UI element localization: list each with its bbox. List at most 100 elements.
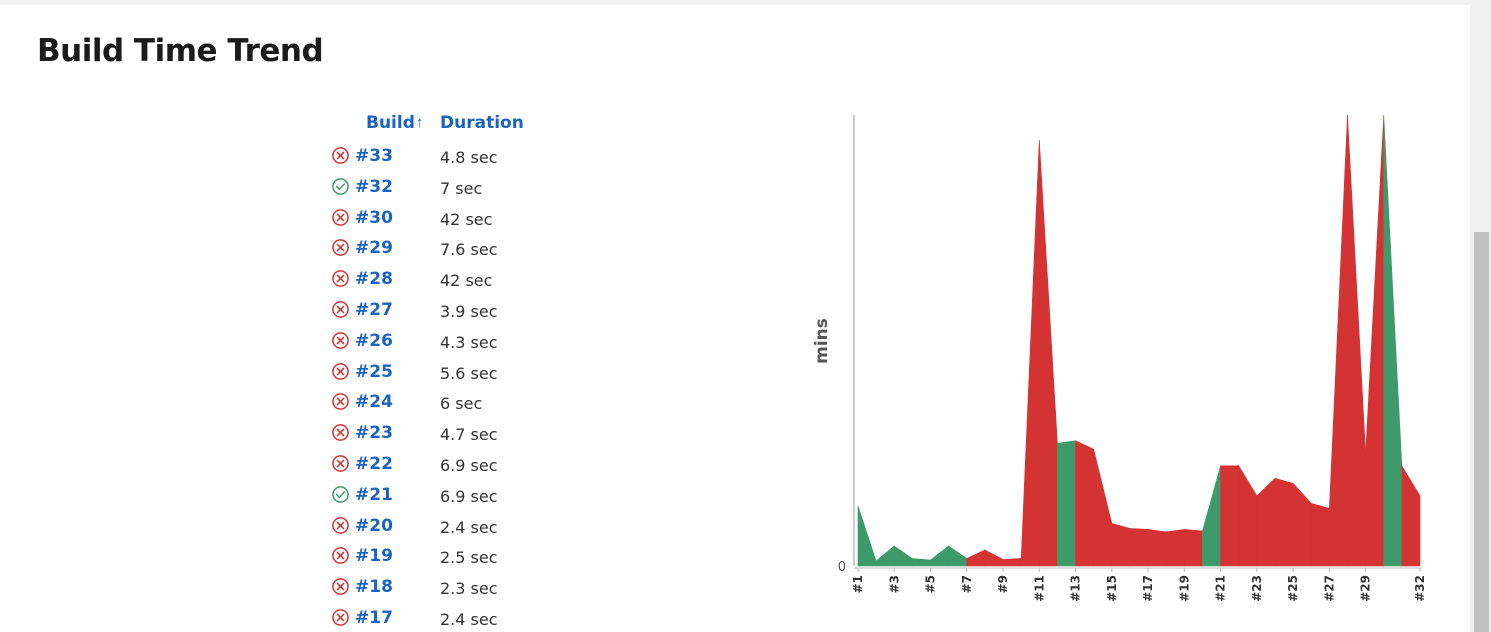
x-tick-label: #25 xyxy=(1286,575,1300,602)
table-row: #24 6 sec xyxy=(330,386,630,417)
build-link[interactable]: #19 xyxy=(355,546,393,567)
area-segment-build-26 xyxy=(1292,482,1312,567)
build-duration: 4.3 sec xyxy=(440,332,498,352)
table-row: #33 4.8 sec xyxy=(330,140,630,171)
area-segment-build-18 xyxy=(1147,529,1167,567)
table-row: #28 42 sec xyxy=(330,263,630,294)
x-circle-icon xyxy=(332,393,349,411)
area-segment-build-22 xyxy=(1220,465,1240,567)
build-duration: 42 sec xyxy=(440,209,493,229)
table-row: #32 7 sec xyxy=(330,171,630,202)
area-segment-build-31 xyxy=(1383,114,1403,567)
table-row: #29 7.6 sec xyxy=(330,232,630,263)
duration-column-header[interactable]: Duration xyxy=(440,113,524,133)
table-row: #30 42 sec xyxy=(330,202,630,233)
table-row: #27 3.9 sec xyxy=(330,294,630,325)
area-segment-build-13 xyxy=(1057,440,1076,567)
build-duration: 7.6 sec xyxy=(440,240,498,260)
x-circle-icon xyxy=(332,609,349,626)
build-duration: 2.4 sec xyxy=(440,609,498,629)
build-duration: 42 sec xyxy=(440,271,493,291)
build-duration: 6 sec xyxy=(440,394,483,414)
area-segment-build-25 xyxy=(1274,477,1294,567)
area-segment-build-11 xyxy=(1020,140,1040,567)
build-link[interactable]: #20 xyxy=(355,515,393,536)
trend-chart-svg: 0 mins #1 #3 #5 #7 #9 #11 #13 #15 #17 #19 #21 #23 #25 #… xyxy=(812,114,1427,602)
x-circle-icon xyxy=(332,239,349,257)
scrollbar-thumb[interactable] xyxy=(1474,232,1489,632)
build-duration: 4.7 sec xyxy=(440,425,498,445)
table-row: #22 6.9 sec xyxy=(330,448,630,479)
table-row: #18 2.3 sec xyxy=(330,571,630,602)
x-tick-label: #19 xyxy=(1177,575,1191,602)
x-circle-icon xyxy=(332,208,349,226)
x-circle-icon xyxy=(332,547,349,565)
area-segment-build-14 xyxy=(1075,440,1094,567)
build-link[interactable]: #23 xyxy=(355,423,393,444)
build-duration: 4.8 sec xyxy=(440,148,498,167)
table-body: #33 4.8 sec #32 7 sec #30 42 sec #29 7.6 sec #28… xyxy=(330,140,630,632)
build-column-header[interactable]: Build xyxy=(366,113,415,133)
build-link[interactable]: #30 xyxy=(355,207,393,228)
area-segment-build-10 xyxy=(1002,558,1022,567)
area-segment-build-29 xyxy=(1347,114,1366,567)
build-duration: 7 sec xyxy=(440,178,483,198)
table-row: #21 6.9 sec xyxy=(330,479,630,510)
build-link[interactable]: #33 xyxy=(355,146,393,166)
x-circle-icon xyxy=(332,455,349,472)
table-row: #20 2.4 sec xyxy=(330,510,630,541)
x-tick-label: #15 xyxy=(1105,575,1119,602)
check-circle-icon xyxy=(332,485,349,503)
table-header: Build ↑ Duration xyxy=(330,109,630,140)
build-duration: 5.6 sec xyxy=(440,363,498,383)
build-duration: 6.9 sec xyxy=(440,455,498,475)
build-link[interactable]: #25 xyxy=(355,361,393,382)
area-segment-build-30 xyxy=(1365,114,1385,567)
area-segment-build-7 xyxy=(948,545,968,567)
area-segment-build-21 xyxy=(1202,465,1221,567)
sort-ascending-icon[interactable]: ↑ xyxy=(416,114,424,131)
table-row: #19 2.5 sec xyxy=(330,540,630,571)
area-segment-build-2 xyxy=(857,505,877,567)
x-circle-icon xyxy=(332,147,349,164)
area-segment-build-12 xyxy=(1038,140,1058,567)
x-circle-icon xyxy=(332,578,349,596)
build-link[interactable]: #21 xyxy=(355,484,393,505)
area-segment-build-24 xyxy=(1256,477,1276,567)
area-segment-build-17 xyxy=(1129,528,1149,567)
build-link[interactable]: #22 xyxy=(355,453,393,474)
area-segment-build-6 xyxy=(930,545,949,567)
table-row: #25 5.6 sec xyxy=(330,356,630,387)
build-link[interactable]: #27 xyxy=(355,299,393,320)
x-tick-label: #32 xyxy=(1413,575,1427,602)
x-circle-icon xyxy=(332,424,349,442)
build-link[interactable]: #24 xyxy=(355,392,393,413)
build-duration-table: Build ↑ Duration #33 4.8 sec #32 7 sec #30 42… xyxy=(330,109,630,632)
build-duration: 2.4 sec xyxy=(440,517,498,537)
build-link[interactable]: #26 xyxy=(355,330,393,351)
area-segment-build-4 xyxy=(893,545,913,567)
x-tick-label: #13 xyxy=(1069,575,1083,602)
page-title: Build Time Trend xyxy=(37,33,324,69)
area-segment-build-16 xyxy=(1111,523,1131,567)
area-segment-build-3 xyxy=(875,545,895,567)
build-duration: 2.5 sec xyxy=(440,548,498,568)
x-tick-label: #21 xyxy=(1214,575,1228,602)
y-tick-label: 0 xyxy=(838,560,846,575)
build-link[interactable]: #17 xyxy=(355,607,393,628)
area-segment-build-27 xyxy=(1310,502,1330,567)
build-link[interactable]: #29 xyxy=(355,238,393,259)
x-tick-label: #27 xyxy=(1322,575,1336,602)
x-tick-label: #9 xyxy=(996,575,1010,593)
x-tick-label: #17 xyxy=(1141,575,1155,602)
build-link[interactable]: #28 xyxy=(355,269,393,290)
build-link[interactable]: #32 xyxy=(355,176,393,197)
x-circle-icon xyxy=(332,516,349,534)
x-tick-label: #1 xyxy=(851,575,865,593)
table-row: #17 2.4 sec xyxy=(330,602,630,632)
build-time-trend-page: Build Time Trend Build ↑ Duration #33 4.8… xyxy=(0,5,1470,632)
x-circle-icon xyxy=(332,301,349,318)
build-time-trend-chart: 0 mins #1 #3 #5 #7 #9 #11 #13 #15 #17 #19 #21 #23 #25 #… xyxy=(790,105,1430,615)
x-tick-label: #29 xyxy=(1359,575,1373,602)
build-link[interactable]: #18 xyxy=(355,577,393,598)
